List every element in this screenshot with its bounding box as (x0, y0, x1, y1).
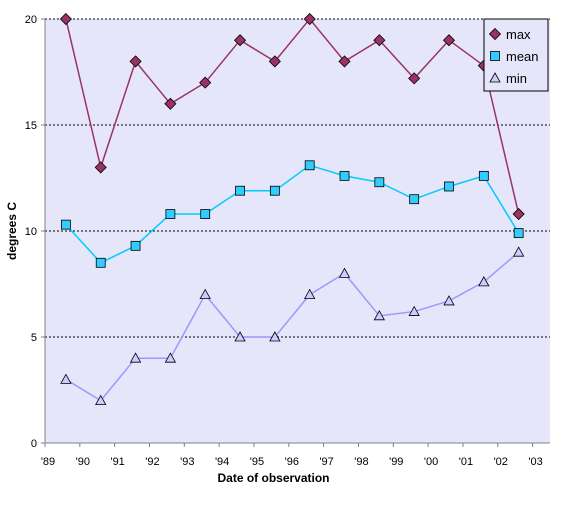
gridlines (45, 18, 550, 338)
data-point-min (408, 305, 420, 316)
data-point-min (269, 331, 281, 342)
x-tick-label: '03 (528, 456, 542, 468)
legend: max mean min (483, 18, 549, 92)
x-tick-label: '99 (389, 456, 403, 468)
x-tick-label: '98 (354, 456, 368, 468)
legend-label-min: min (506, 71, 527, 86)
data-point-max (303, 12, 316, 26)
data-point-min (129, 352, 142, 363)
legend-marker-min (489, 72, 501, 83)
legend-label-max: max (506, 27, 531, 42)
data-point-min (373, 309, 386, 321)
data-point-min (338, 267, 351, 278)
x-tick-label: '91 (110, 456, 124, 468)
x-tick-label: '90 (76, 456, 90, 468)
data-point-max (199, 76, 212, 89)
y-tick-label: 20 (25, 14, 37, 26)
data-point-mean (444, 181, 454, 192)
series-line-max (65, 17, 520, 215)
data-point-max (408, 72, 421, 85)
x-tick-label: '97 (319, 456, 333, 468)
data-point-mean (478, 170, 489, 181)
data-point-max (512, 207, 525, 221)
data-point-min (234, 331, 246, 342)
data-point-mean (165, 209, 176, 219)
series-group (59, 12, 525, 406)
data-point-min (304, 288, 316, 300)
legend-item-min: min (489, 71, 527, 86)
data-point-mean (304, 160, 315, 171)
data-point-min (164, 352, 177, 363)
data-point-max (338, 55, 351, 68)
data-point-max (268, 55, 281, 68)
x-tick-label: '95 (250, 456, 264, 468)
y-tick-label: 0 (31, 438, 37, 450)
data-point-mean (95, 257, 106, 268)
y-tick-label: 10 (25, 226, 37, 238)
data-point-min (512, 246, 525, 257)
data-point-mean (235, 185, 245, 196)
data-point-mean (374, 177, 385, 188)
data-point-min (60, 373, 72, 384)
data-point-min (95, 394, 107, 406)
data-point-mean (269, 185, 280, 196)
data-point-max (94, 161, 107, 174)
data-point-max (233, 34, 247, 47)
x-tick-label: '96 (285, 456, 299, 468)
y-axis-title: degrees C (5, 202, 19, 260)
x-tick-label: '94 (215, 456, 229, 468)
legend-item-max: max (488, 27, 531, 42)
x-tick-label: '89 (41, 456, 55, 468)
legend-marker-mean (490, 51, 500, 61)
legend-marker-max (488, 27, 502, 41)
series-mean (60, 160, 524, 268)
data-point-min (199, 288, 211, 300)
x-tick-label: '02 (494, 456, 508, 468)
data-point-min (443, 295, 455, 306)
x-tick-label: '93 (180, 456, 194, 468)
series-line-mean (65, 164, 520, 264)
series-max (59, 12, 525, 221)
legend-label-mean: mean (506, 49, 539, 64)
x-tick-label: '92 (145, 456, 159, 468)
y-axis-ticks: 0 5 10 15 20 (25, 14, 45, 450)
data-point-mean (339, 170, 350, 181)
data-point-mean (513, 228, 524, 239)
data-point-max (164, 97, 177, 110)
x-tick-label: '00 (424, 456, 438, 468)
series-min (60, 246, 525, 406)
data-point-mean (200, 209, 211, 219)
data-point-min (478, 276, 490, 287)
legend-item-mean: mean (490, 49, 539, 64)
data-point-mean (130, 240, 141, 251)
x-tick-label: '01 (459, 456, 473, 468)
y-tick-label: 5 (31, 332, 37, 344)
data-point-mean (409, 194, 420, 205)
y-tick-label: 15 (25, 120, 37, 132)
data-point-max (373, 34, 386, 47)
data-point-max (59, 12, 72, 26)
data-point-max (129, 55, 142, 68)
x-axis-ticks: '89 '90 '91 '92 '93 '94 '95 '96 '97 '98 '99 '00 '01 '… (41, 443, 543, 468)
data-point-mean (60, 219, 71, 230)
x-axis-title: Date of observation (217, 471, 329, 485)
series-line-min (65, 251, 520, 402)
data-point-max (442, 34, 456, 47)
